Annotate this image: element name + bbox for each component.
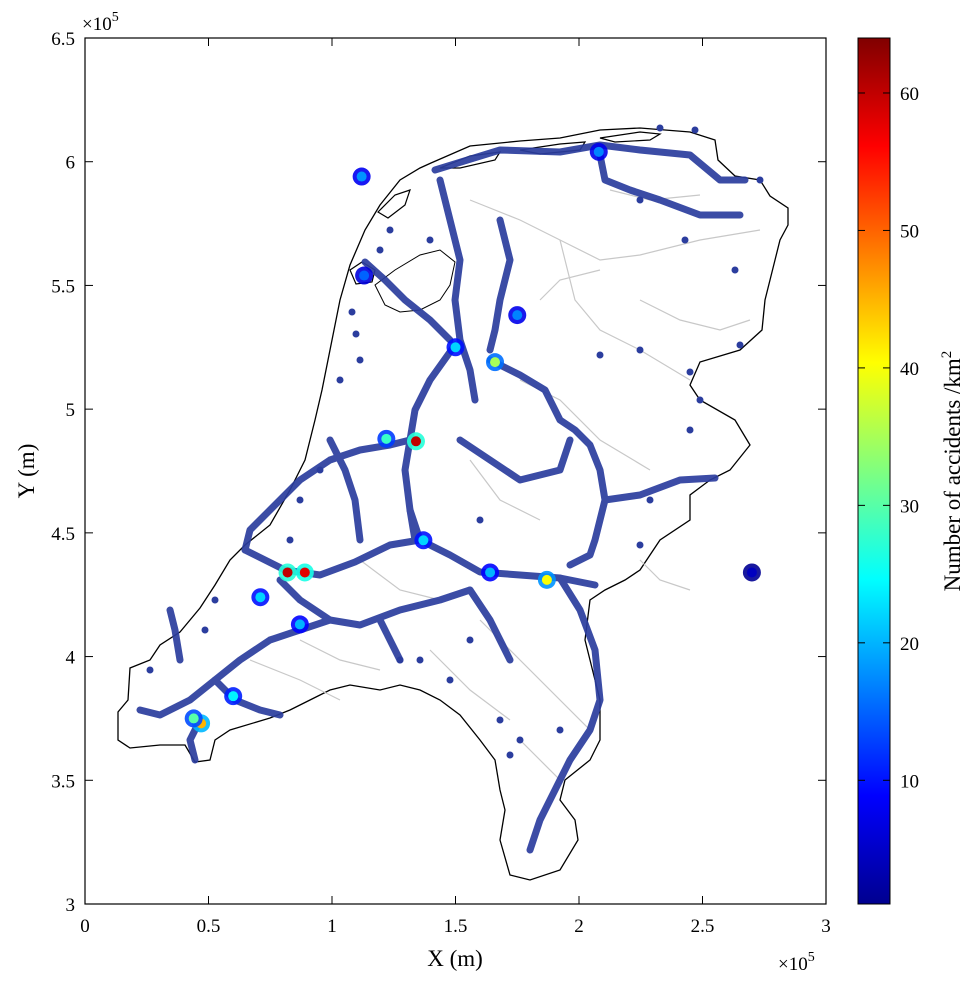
hotspot-core <box>359 270 370 281</box>
hotspot-core <box>255 592 266 603</box>
y-tick-label: 5 <box>66 400 76 421</box>
road-network <box>249 189 761 781</box>
y-tick-label: 5.5 <box>51 276 75 297</box>
hotspot-core <box>512 310 523 321</box>
colorbar-tick-label: 30 <box>900 496 919 517</box>
island-outline <box>377 189 411 219</box>
x-tick-label: 2 <box>574 916 584 937</box>
island-outline <box>599 131 662 143</box>
island-outline <box>349 261 376 285</box>
hotspot-core <box>282 567 293 578</box>
x-axis-ticks: 0 0.5 1 1.5 2 2.5 3 <box>80 38 831 937</box>
hotspot-core <box>299 567 310 578</box>
y-axis-ticks: 3 3.5 4 4.5 5 5.5 6 6.5 <box>51 29 826 916</box>
x-exponent-label: ×105 <box>778 950 815 975</box>
colorbar-tick-label: 20 <box>900 634 919 655</box>
y-tick-label: 4 <box>66 648 76 669</box>
hotspot-core <box>450 342 461 353</box>
y-exponent-label: ×105 <box>82 10 119 35</box>
map-layer <box>117 124 789 881</box>
hotspot-core <box>418 535 429 546</box>
colorbar-label: Number of accidents /km2 <box>939 351 965 592</box>
hotspot-core <box>356 171 367 182</box>
hotspot-layer <box>184 142 761 733</box>
colorbar-tick-label: 50 <box>900 221 919 242</box>
y-tick-label: 3.5 <box>51 771 75 792</box>
hotspot-core <box>228 691 239 702</box>
y-axis-label: Y (m) <box>14 444 39 499</box>
y-tick-label: 6.5 <box>51 29 75 50</box>
country-outline <box>117 127 789 881</box>
x-tick-label: 3 <box>821 916 831 937</box>
colorbar <box>857 37 891 905</box>
colorbar-ticks: 10 20 30 40 50 60 <box>858 84 919 792</box>
x-tick-label: 0 <box>80 916 90 937</box>
x-tick-label: 1.5 <box>444 916 468 937</box>
lake-outline <box>374 249 456 313</box>
colorbar-tick-label: 40 <box>900 359 919 380</box>
hotspot-core <box>593 146 604 157</box>
hotspot-core <box>381 433 392 444</box>
x-tick-label: 2.5 <box>691 916 715 937</box>
colorbar-tick-label: 10 <box>900 771 919 792</box>
x-axis-label: X (m) <box>427 946 483 971</box>
x-tick-label: 0.5 <box>197 916 221 937</box>
hotspot-core <box>294 619 305 630</box>
y-tick-label: 3 <box>66 895 76 916</box>
colorbar-tick-label: 60 <box>900 84 919 105</box>
hotspot-core <box>485 567 496 578</box>
density-corridors <box>136 141 749 854</box>
scatter-points <box>146 124 764 759</box>
x-tick-label: 1 <box>327 916 337 937</box>
hotspot-core <box>490 357 501 368</box>
y-tick-label: 4.5 <box>51 524 75 545</box>
y-tick-label: 6 <box>66 153 76 174</box>
hotspot-core <box>746 567 757 578</box>
hotspot-core <box>188 713 199 724</box>
hotspot-core <box>410 436 421 447</box>
hotspot-core <box>541 574 552 585</box>
